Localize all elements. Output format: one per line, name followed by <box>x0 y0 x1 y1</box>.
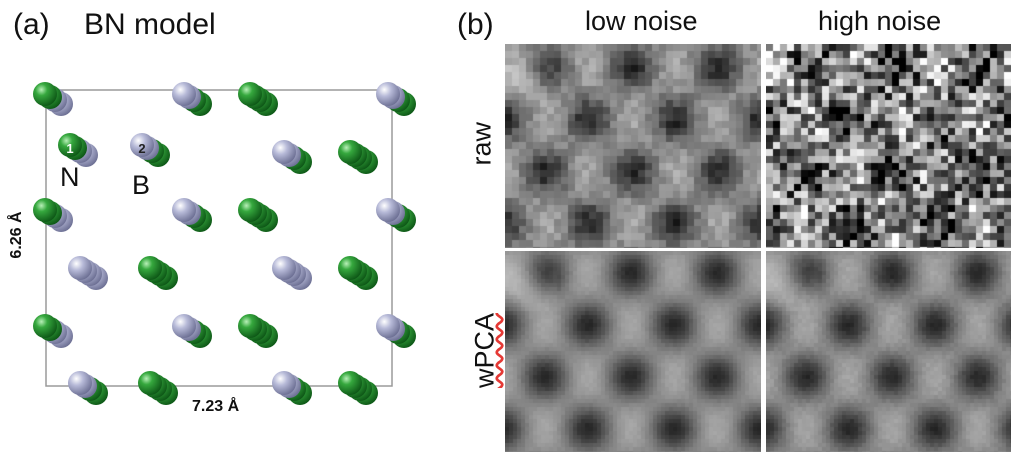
atom-column <box>138 256 178 290</box>
cell-width-label: 7.23 Å <box>192 398 240 415</box>
atom-column <box>138 371 178 405</box>
atom-column <box>68 371 108 405</box>
atom-column <box>33 82 73 116</box>
atom-column <box>33 314 73 348</box>
atom-label-n: N <box>60 162 80 192</box>
atom-column <box>272 140 312 174</box>
panel-b-label: (b) <box>457 8 494 41</box>
atom-column <box>172 314 212 348</box>
column-title-high-noise: high noise <box>818 6 942 36</box>
atom-column <box>58 133 98 167</box>
atom-columns <box>33 82 416 405</box>
panel-a-label: (a) <box>13 8 50 41</box>
row-label-wpca: wPCA <box>469 313 500 389</box>
atom-label-b: B <box>132 170 151 200</box>
atom-column <box>338 371 378 405</box>
atom-column <box>272 371 312 405</box>
atom-column <box>68 256 108 290</box>
atom-column <box>238 82 278 116</box>
bn-model-diagram: 1 2 <box>33 82 416 405</box>
atom-column <box>238 198 278 232</box>
image-raw-low-noise <box>505 44 761 248</box>
panel-a-title: BN model <box>84 8 216 41</box>
atom-column <box>238 314 278 348</box>
cell-height-label: 6.26 Å <box>8 211 25 259</box>
atom-column <box>376 314 416 348</box>
atom-column <box>376 198 416 232</box>
atom-column <box>172 82 212 116</box>
atom-column <box>33 198 73 232</box>
unit-cell-border <box>45 89 393 387</box>
column-title-low-noise: low noise <box>585 6 698 36</box>
atom-column <box>338 140 378 174</box>
image-raw-high-noise <box>766 44 1011 248</box>
atom-column <box>338 256 378 290</box>
atom-column <box>172 198 212 232</box>
row-label-raw: raw <box>466 121 497 166</box>
image-wpca-low-noise <box>505 251 761 452</box>
atom-column <box>130 133 170 167</box>
atom-column <box>272 256 312 290</box>
atom-index-b: 2 <box>138 141 145 156</box>
atom-index-n: 1 <box>66 141 73 156</box>
atom-column <box>376 82 416 116</box>
image-wpca-high-noise <box>766 251 1011 452</box>
